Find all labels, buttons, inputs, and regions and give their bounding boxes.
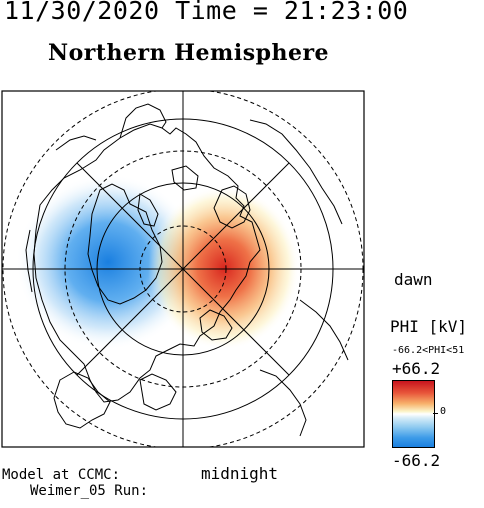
colorbar-title: PHI [kV]: [390, 317, 468, 336]
colorbar-range: -66.2<PHI<51: [392, 345, 465, 356]
run-label: Weimer_05 Run:: [30, 483, 149, 499]
midnight-label: midnight: [201, 464, 279, 483]
coastlines: [25, 103, 349, 437]
map-frame: [1, 90, 365, 448]
polar-map: [1, 90, 365, 448]
colorbar-zero-tick: [433, 413, 438, 414]
meridian-lines: [2, 91, 364, 447]
colorbar-max-label: +66.2: [392, 359, 441, 378]
model-label: Model at CCMC:: [2, 467, 121, 483]
dusk-cell: [16, 174, 200, 350]
dawn-cell: [148, 186, 300, 350]
colorbar: [392, 380, 435, 448]
colorbar-zero-label: 0: [440, 406, 447, 417]
colorbar-min-label: -66.2: [392, 451, 441, 470]
datetime-title: 11/30/2020 Time = 21:23:00: [4, 0, 409, 25]
dawn-label: dawn: [394, 270, 433, 289]
hemisphere-title: Northern Hemisphere: [48, 40, 330, 66]
